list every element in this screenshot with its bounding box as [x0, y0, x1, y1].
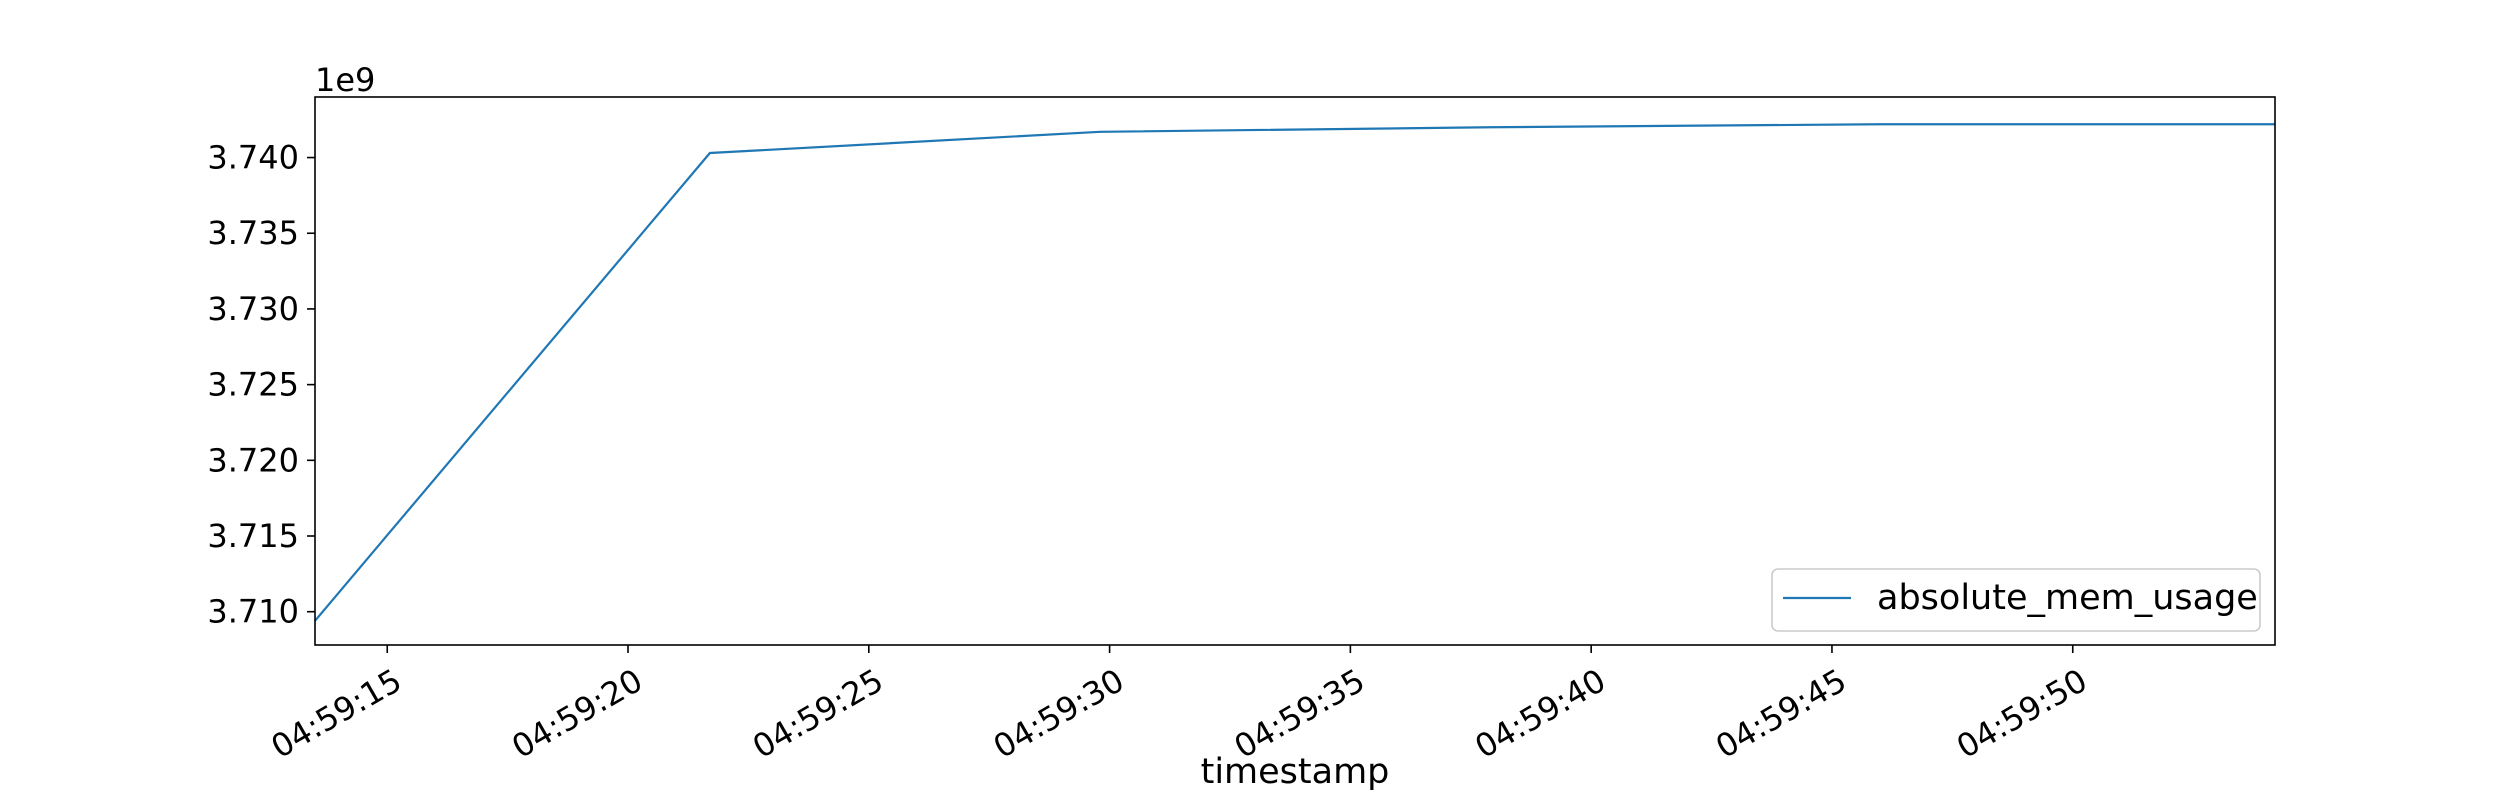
y-tick-label: 3.730: [207, 290, 299, 328]
legend-box: [1771, 568, 2261, 632]
y-offset-label: 1e9: [315, 61, 375, 99]
y-tick-label: 3.715: [207, 517, 299, 555]
x-tick-label: 04:59:50: [1950, 661, 2093, 766]
x-axis-label: timestamp: [1201, 752, 1390, 792]
y-tick-label: 3.720: [207, 441, 299, 479]
x-tick-label: 04:59:35: [1228, 661, 1371, 766]
x-tick-label: 04:59:20: [505, 661, 648, 766]
y-tick-label: 3.725: [207, 366, 299, 404]
chart-marks: [314, 123, 2275, 622]
x-tick-label: 04:59:40: [1469, 661, 1612, 766]
x-tick-label: 04:59:25: [746, 661, 889, 766]
y-axis: 3.710 3.715 3.720 3.725 3.730 3.735 3.740: [207, 139, 315, 631]
plot-frame: [314, 96, 2276, 646]
x-tick-label: 04:59:30: [987, 661, 1130, 766]
legend-label: absolute_mem_usage: [1877, 578, 2258, 618]
series-line-0: [314, 123, 2275, 622]
y-tick-label: 3.735: [207, 214, 299, 252]
x-tick-label: 04:59:15: [265, 661, 408, 766]
y-tick-label: 3.740: [207, 139, 299, 177]
legend: absolute_mem_usage: [1771, 568, 2261, 632]
y-tick-label: 3.710: [207, 593, 299, 631]
x-axis: 04:59:15 04:59:20 04:59:25 04:59:30 04:59:35…: [265, 645, 2094, 766]
x-tick-label: 04:59:45: [1709, 661, 1852, 766]
